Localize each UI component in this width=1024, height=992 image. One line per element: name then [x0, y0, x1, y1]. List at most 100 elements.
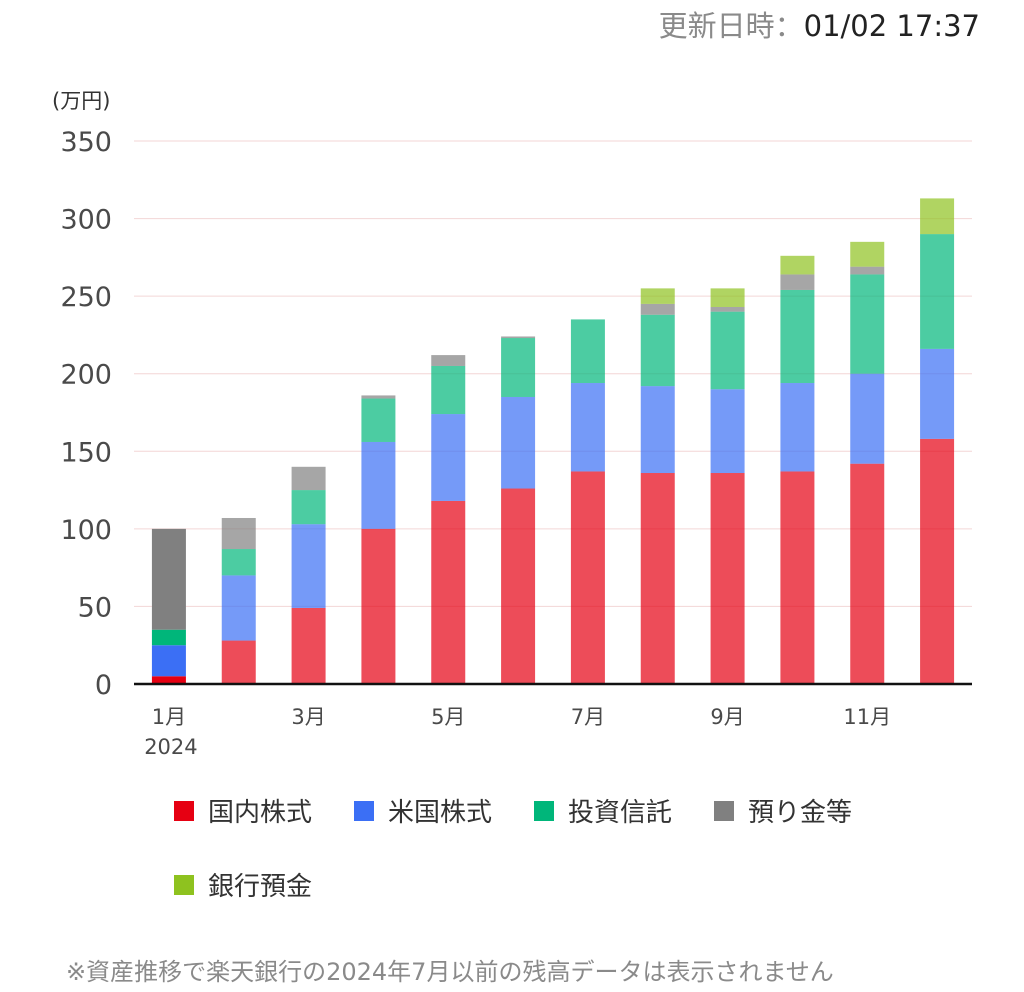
bar-stack: [640, 288, 675, 684]
bar-segment-2: [710, 389, 745, 474]
updated-value: 01/02 17:37: [803, 9, 980, 43]
bar-stack: [501, 336, 536, 684]
y-tick-label: 300: [60, 205, 112, 236]
bar-stack: [570, 319, 605, 684]
grid-lines: [134, 140, 972, 607]
y-tick-label: 350: [60, 127, 112, 158]
bar-segment-3: [151, 629, 186, 646]
legend-item[interactable]: 米国株式: [354, 792, 492, 829]
bar-segment-4: [850, 266, 885, 275]
bar-segment-3: [780, 289, 815, 384]
bar-stack: [431, 355, 466, 684]
bar-segment-5: [710, 288, 745, 308]
bar-segment-1: [920, 438, 955, 684]
bar-stack: [221, 517, 256, 684]
updated-label: 更新日時：: [658, 9, 804, 43]
x-tick-year-label: 2024: [144, 735, 197, 759]
legend-label: 国内株式: [208, 798, 313, 828]
legend-item[interactable]: 投資信託: [534, 792, 672, 829]
x-tick-label: 9月: [710, 705, 744, 729]
bar-segment-3: [570, 319, 605, 384]
bar-segment-4: [431, 355, 466, 366]
y-tick-label: 0: [95, 670, 112, 701]
legend-label: 米国株式: [388, 798, 493, 828]
bar-segment-5: [640, 288, 675, 304]
bar-segment-1: [850, 463, 885, 684]
bar-segment-1: [361, 528, 396, 684]
bar-segment-4: [640, 303, 675, 315]
bar-segment-3: [501, 338, 536, 397]
bar-segment-5: [780, 255, 815, 275]
y-tick-label: 100: [60, 515, 112, 546]
bar-segment-2: [291, 524, 326, 608]
legend-swatch: [174, 874, 194, 895]
legend-item[interactable]: 銀行預金: [174, 866, 312, 903]
bars: [151, 198, 955, 684]
bar-segment-1: [501, 488, 536, 684]
y-tick-label: 250: [60, 282, 112, 313]
x-tick-label: 7月: [571, 705, 605, 729]
legend-swatch: [714, 800, 734, 821]
bar-segment-1: [291, 607, 326, 684]
bar-segment-1: [780, 471, 815, 684]
y-tick-label: 50: [78, 592, 112, 623]
bar-segment-3: [221, 549, 256, 576]
y-axis-unit-label: (万円): [52, 89, 110, 113]
x-tick-label: 11月: [843, 705, 891, 729]
legend-item[interactable]: 国内株式: [174, 792, 312, 829]
bar-segment-4: [780, 274, 815, 290]
bar-segment-2: [221, 575, 256, 641]
x-tick-label: 1月: [152, 705, 186, 729]
bar-segment-2: [920, 348, 955, 439]
bar-segment-3: [361, 398, 396, 442]
bar-stack: [151, 528, 186, 684]
bar-segment-1: [151, 676, 186, 684]
legend-swatch: [174, 800, 194, 821]
bar-segment-1: [221, 640, 256, 684]
bar-segment-2: [640, 386, 675, 474]
y-tick-label: 150: [60, 437, 112, 468]
x-axis-ticks: 1月 3月 5月 7月 9月 11月 2024: [144, 705, 891, 759]
bar-segment-1: [431, 500, 466, 684]
bar-stack: [850, 241, 885, 684]
bar-segment-3: [920, 234, 955, 349]
bar-segment-2: [431, 414, 466, 501]
bar-stack: [920, 198, 955, 684]
bar-segment-1: [710, 473, 745, 684]
bar-segment-3: [850, 274, 885, 374]
bar-segment-2: [151, 645, 186, 677]
bar-segment-5: [850, 241, 885, 267]
x-tick-label: 3月: [291, 705, 325, 729]
bar-stack: [780, 255, 815, 684]
bar-stack: [361, 395, 396, 684]
legend-label: 預り金等: [748, 798, 853, 828]
bar-stack: [710, 288, 745, 684]
bar-segment-4: [501, 336, 536, 339]
bar-stack: [291, 466, 326, 684]
legend-label: 銀行預金: [208, 872, 313, 902]
bar-segment-2: [361, 441, 396, 529]
legend-swatch: [534, 800, 554, 821]
bar-segment-3: [710, 311, 745, 390]
bar-segment-3: [431, 365, 466, 415]
bar-segment-2: [780, 383, 815, 472]
y-axis-ticks: 0 50 100 150 200 250 300 350: [60, 127, 112, 701]
y-tick-label: 200: [60, 360, 112, 391]
stacked-bar-chart: (万円) 0 50 100 150 200 250 300 350 1月 3月 5月 7月 9月 11月…: [52, 89, 972, 759]
legend-item[interactable]: 預り金等: [714, 792, 852, 829]
bar-segment-4: [291, 466, 326, 491]
bar-segment-5: [920, 198, 955, 235]
bar-segment-1: [640, 473, 675, 684]
bar-segment-3: [291, 490, 326, 525]
legend-label: 投資信託: [568, 798, 673, 828]
bar-segment-1: [570, 471, 605, 684]
x-tick-label: 5月: [431, 705, 465, 729]
updated-timestamp: 更新日時：01/02 17:37: [659, 6, 980, 46]
bar-segment-4: [710, 307, 745, 312]
bar-segment-4: [361, 395, 396, 399]
bar-segment-4: [221, 517, 256, 550]
bar-segment-3: [640, 314, 675, 387]
footnote: ※資産推移で楽天銀行の2024年7月以前の残高データは表示されません: [66, 958, 834, 986]
bar-segment-2: [570, 383, 605, 472]
legend-swatch: [354, 800, 374, 821]
